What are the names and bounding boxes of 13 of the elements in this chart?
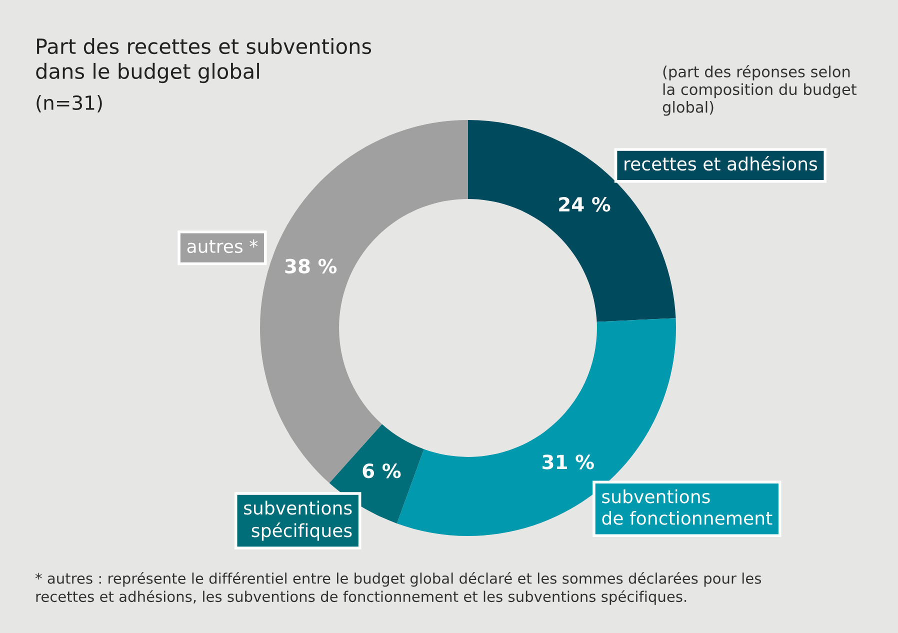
text: (part des réponses selon la composition du budget global) [662, 65, 856, 116]
slice-label: subventions spécifiques [244, 500, 352, 541]
data-label: 24 % [559, 197, 610, 212]
slice-label: subventions de fonctionnement [602, 489, 772, 525]
data-label: 31 % [542, 454, 594, 470]
slice-label: autres * [187, 239, 258, 254]
slice-label: recettes et adhésions [624, 156, 818, 171]
donut-slice [260, 120, 468, 484]
chart-title: Part des recettes et subventions dans le budget global [36, 38, 372, 84]
data-label: 38 % [285, 258, 337, 274]
data-label: 6 % [362, 463, 401, 478]
chart-subtitle: (n=31) [36, 95, 102, 112]
text: * autres : représente le différentiel entre le budget global déclaré et les sommes déclarées pour les recettes et adhésions, les subventions de fonctionnement et les subventions spécifiques. [35, 572, 762, 605]
